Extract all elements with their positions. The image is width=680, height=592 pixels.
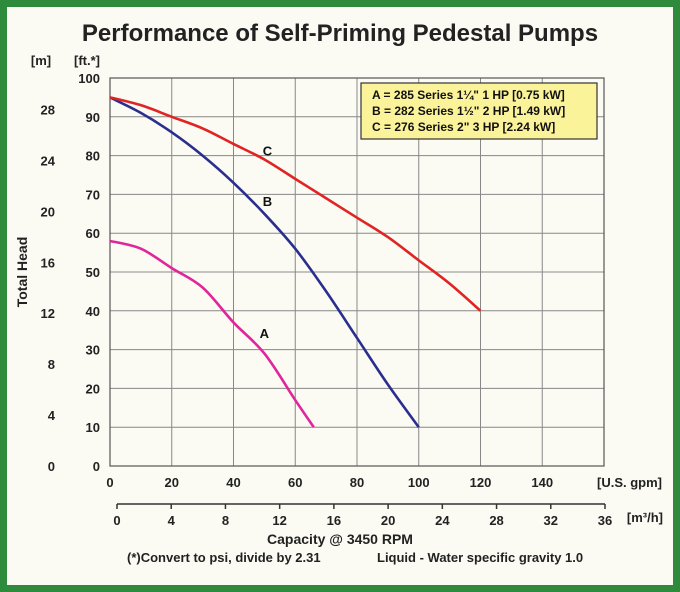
x-tick-label-gpm: 140 xyxy=(531,475,553,490)
x-tick-label-gpm: 0 xyxy=(106,475,113,490)
x-tick-label-m3h: 4 xyxy=(168,513,176,528)
x-tick-label-m3h: 12 xyxy=(272,513,286,528)
y-tick-label-ft: 60 xyxy=(86,226,100,241)
footnote-psi: (*)Convert to psi, divide by 2.31 xyxy=(127,550,321,565)
x-tick-label-m3h: 24 xyxy=(435,513,450,528)
chart-title: Performance of Self-Priming Pedestal Pum… xyxy=(82,20,598,47)
y-tick-label-m: 4 xyxy=(48,408,56,423)
curve-label-b: B xyxy=(263,194,272,209)
x-tick-label-m3h: 16 xyxy=(327,513,341,528)
x-axis-title: Capacity @ 3450 RPM xyxy=(267,531,413,547)
y-axis-title: Total Head xyxy=(14,237,30,308)
y-tick-label-m: 24 xyxy=(41,153,56,168)
y-tick-label-ft: 100 xyxy=(78,71,100,86)
y-tick-label-m: 20 xyxy=(41,204,55,219)
x-unit-gpm: [U.S. gpm] xyxy=(597,475,662,490)
y-tick-label-ft: 30 xyxy=(86,343,100,358)
legend-entry: C = 276 Series 2" 3 HP [2.24 kW] xyxy=(372,120,555,134)
y-tick-label-m: 12 xyxy=(41,306,55,321)
y-unit-ft: [ft.*] xyxy=(74,53,100,68)
y-tick-label-ft: 40 xyxy=(86,304,100,319)
chart-panel: Performance of Self-Priming Pedestal Pum… xyxy=(7,7,673,585)
y-tick-label-ft: 10 xyxy=(86,420,100,435)
y-tick-label-ft: 80 xyxy=(86,149,100,164)
y-tick-label-ft: 70 xyxy=(86,187,100,202)
x-tick-label-gpm: 20 xyxy=(165,475,179,490)
y-tick-label-m: 0 xyxy=(48,459,55,474)
pump-performance-chart: Performance of Self-Priming Pedestal Pum… xyxy=(14,20,663,565)
x-tick-label-gpm: 100 xyxy=(408,475,430,490)
plot-border xyxy=(109,77,605,467)
x-tick-label-m3h: 0 xyxy=(113,513,120,528)
x-tick-label-m3h: 8 xyxy=(222,513,229,528)
x-unit-m3h: [m³/h] xyxy=(627,510,663,525)
y-tick-label-m: 16 xyxy=(41,255,55,270)
legend-box xyxy=(360,82,598,140)
y-tick-label-ft: 20 xyxy=(86,381,100,396)
y-tick-label-ft: 0 xyxy=(93,459,100,474)
curve-label-c: C xyxy=(263,144,273,159)
x-tick-label-m3h: 20 xyxy=(381,513,395,528)
x-tick-label-gpm: 80 xyxy=(350,475,364,490)
x-tick-label-m3h: 32 xyxy=(544,513,558,528)
y-unit-m: [m] xyxy=(31,53,51,68)
footnote-liquid: Liquid - Water specific gravity 1.0 xyxy=(377,550,583,565)
x-tick-label-gpm: 40 xyxy=(226,475,240,490)
x-tick-label-gpm: 120 xyxy=(470,475,492,490)
y-tick-label-m: 8 xyxy=(48,357,55,372)
y-tick-label-ft: 90 xyxy=(86,110,100,125)
series-line-b xyxy=(109,96,420,428)
series-line-c xyxy=(109,96,482,312)
x-tick-label-gpm: 60 xyxy=(288,475,302,490)
x-tick-label-m3h: 28 xyxy=(489,513,503,528)
y-tick-label-ft: 50 xyxy=(86,265,100,280)
y-tick-label-m: 28 xyxy=(41,103,55,118)
legend-entry: A = 285 Series 1¼" 1 HP [0.75 kW] xyxy=(372,88,565,102)
x-tick-label-m3h: 36 xyxy=(598,513,612,528)
series-line-a xyxy=(109,239,315,428)
curve-label-a: A xyxy=(260,326,270,341)
legend-entry: B = 282 Series 1½" 2 HP [1.49 kW] xyxy=(372,104,565,118)
